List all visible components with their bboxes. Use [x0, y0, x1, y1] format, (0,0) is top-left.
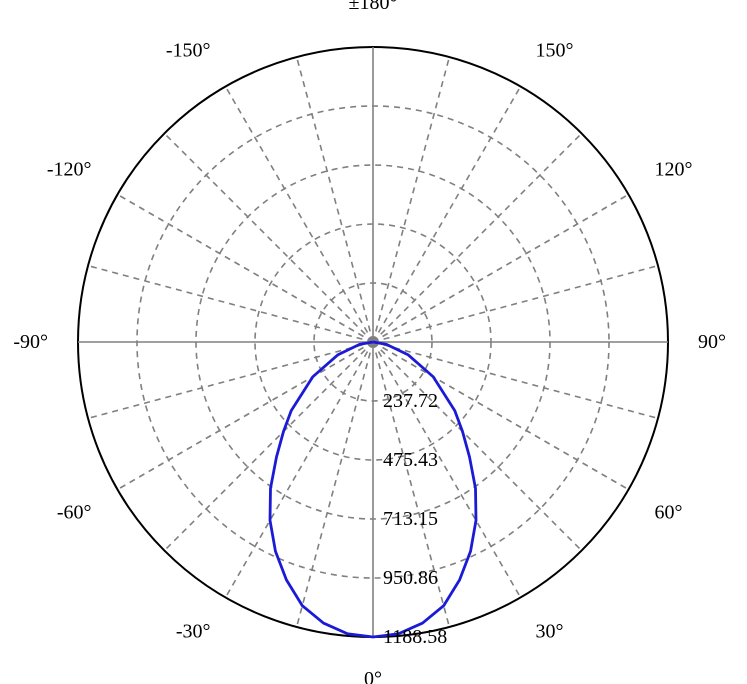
angle-tick-label: 0°: [364, 668, 382, 684]
angle-tick-label: 60°: [654, 502, 682, 524]
angle-tick-label: 120°: [654, 159, 692, 181]
angle-tick-label: -90°: [13, 331, 48, 353]
radial-tick-label: 237.72: [383, 390, 438, 412]
angle-tick-label: -60°: [57, 502, 92, 524]
radial-tick-label: 1188.58: [383, 626, 447, 648]
polar-chart: 237.72 475.43 713.15 950.86 1188.58 ±180° -150…: [0, 0, 747, 684]
angle-tick-label: 150°: [536, 40, 574, 62]
angle-tick-label: -120°: [47, 159, 92, 181]
radial-tick-label: 475.43: [383, 449, 438, 471]
angle-tick-label: ±180°: [349, 0, 398, 14]
angle-tick-label: -30°: [176, 620, 211, 642]
angle-tick-label: -150°: [166, 40, 211, 62]
polar-chart-svg: 237.72 475.43 713.15 950.86 1188.58 ±180° -150…: [0, 0, 747, 684]
radial-tick-label: 713.15: [383, 508, 438, 530]
angle-tick-label: 90°: [698, 331, 726, 353]
radial-tick-label: 950.86: [383, 567, 438, 589]
angle-tick-label: 30°: [536, 620, 564, 642]
